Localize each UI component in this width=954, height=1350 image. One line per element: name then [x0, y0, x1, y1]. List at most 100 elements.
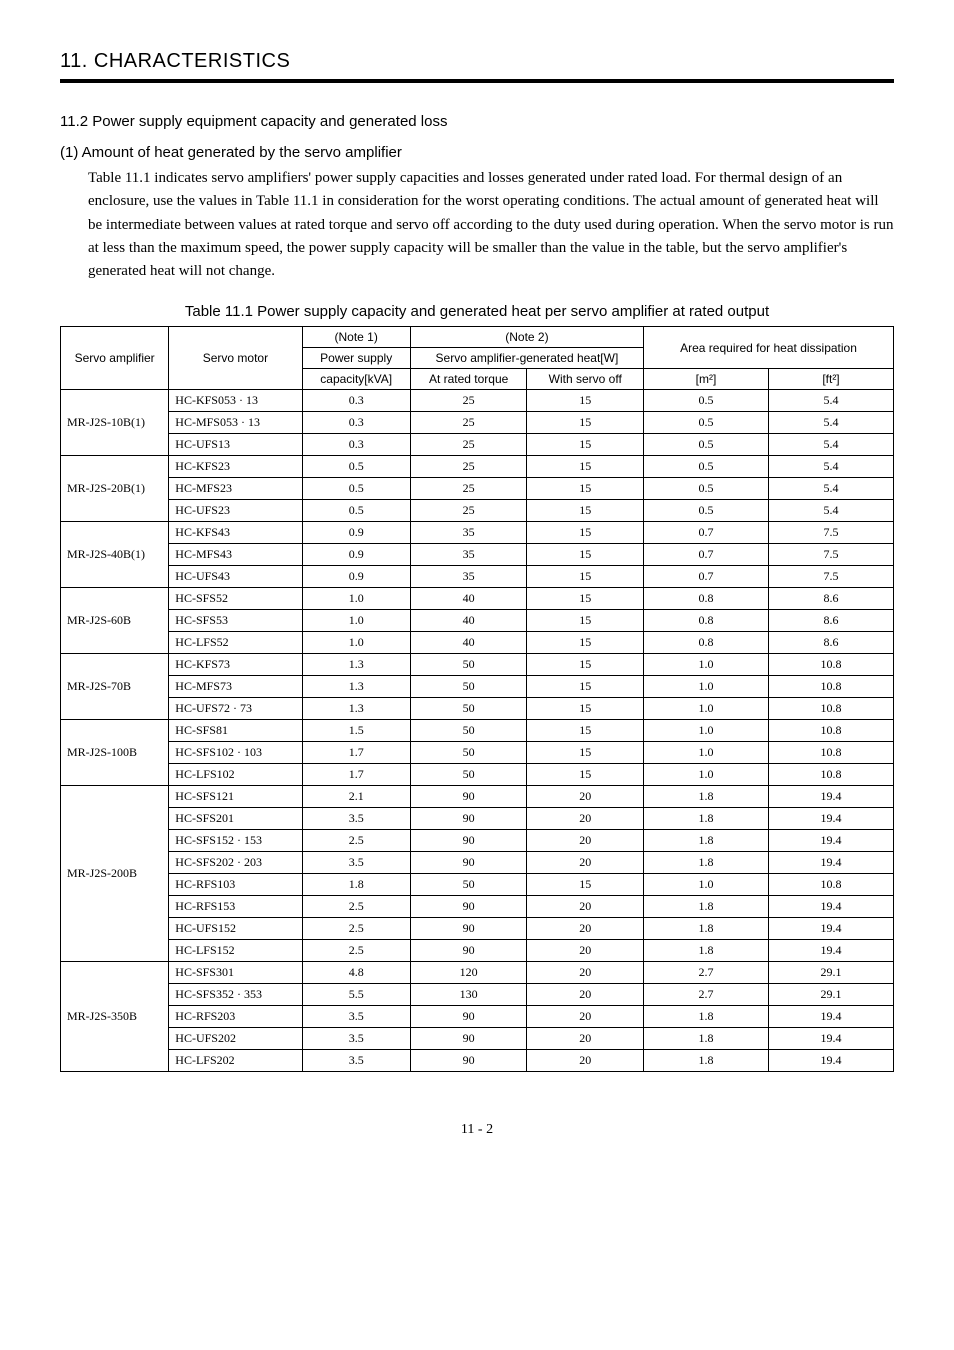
th-servo-off: With servo off — [527, 369, 644, 390]
motor-cell: HC-SFS121 — [169, 786, 302, 808]
off-cell: 15 — [527, 720, 644, 742]
motor-cell: HC-MFS43 — [169, 544, 302, 566]
rt-cell: 50 — [410, 698, 527, 720]
ft2-cell: 19.4 — [768, 1028, 893, 1050]
cap-cell: 3.5 — [302, 1028, 410, 1050]
ft2-cell: 10.8 — [768, 764, 893, 786]
off-cell: 15 — [527, 544, 644, 566]
rt-cell: 50 — [410, 720, 527, 742]
motor-cell: HC-SFS53 — [169, 610, 302, 632]
th-power-supply: Power supply — [302, 348, 410, 369]
rt-cell: 25 — [410, 434, 527, 456]
cap-cell: 0.5 — [302, 500, 410, 522]
table-row: HC-LFS2023.590201.819.4 — [61, 1050, 894, 1072]
motor-cell: HC-SFS201 — [169, 808, 302, 830]
cap-cell: 0.9 — [302, 522, 410, 544]
off-cell: 15 — [527, 676, 644, 698]
m2-cell: 0.8 — [644, 610, 769, 632]
table-row: HC-RFS2033.590201.819.4 — [61, 1006, 894, 1028]
ft2-cell: 29.1 — [768, 962, 893, 984]
motor-cell: HC-LFS52 — [169, 632, 302, 654]
ft2-cell: 5.4 — [768, 456, 893, 478]
amp-cell: MR-J2S-40B(1) — [61, 522, 169, 588]
ft2-cell: 19.4 — [768, 852, 893, 874]
off-cell: 15 — [527, 434, 644, 456]
ft2-cell: 10.8 — [768, 698, 893, 720]
cap-cell: 3.5 — [302, 808, 410, 830]
amp-cell: MR-J2S-60B — [61, 588, 169, 654]
ft2-cell: 5.4 — [768, 434, 893, 456]
cap-cell: 0.3 — [302, 434, 410, 456]
table-row: HC-UFS130.325150.55.4 — [61, 434, 894, 456]
table-row: HC-UFS1522.590201.819.4 — [61, 918, 894, 940]
off-cell: 15 — [527, 412, 644, 434]
m2-cell: 1.8 — [644, 830, 769, 852]
m2-cell: 0.5 — [644, 500, 769, 522]
table-row: HC-SFS352 · 3535.5130202.729.1 — [61, 984, 894, 1006]
m2-cell: 0.5 — [644, 456, 769, 478]
m2-cell: 0.5 — [644, 412, 769, 434]
ft2-cell: 19.4 — [768, 830, 893, 852]
table-row: HC-LFS1522.590201.819.4 — [61, 940, 894, 962]
cap-cell: 1.3 — [302, 654, 410, 676]
motor-cell: HC-SFS352 · 353 — [169, 984, 302, 1006]
cap-cell: 2.1 — [302, 786, 410, 808]
th-at-rated: At rated torque — [410, 369, 527, 390]
subsection-title: (1) Amount of heat generated by the serv… — [60, 144, 894, 161]
m2-cell: 1.8 — [644, 1028, 769, 1050]
ft2-cell: 19.4 — [768, 940, 893, 962]
ft2-cell: 19.4 — [768, 1050, 893, 1072]
ft2-cell: 5.4 — [768, 500, 893, 522]
table-row: HC-MFS053 · 130.325150.55.4 — [61, 412, 894, 434]
off-cell: 15 — [527, 654, 644, 676]
off-cell: 15 — [527, 456, 644, 478]
m2-cell: 1.0 — [644, 720, 769, 742]
m2-cell: 0.7 — [644, 566, 769, 588]
cap-cell: 0.3 — [302, 412, 410, 434]
m2-cell: 0.5 — [644, 434, 769, 456]
m2-cell: 1.0 — [644, 676, 769, 698]
motor-cell: HC-SFS152 · 153 — [169, 830, 302, 852]
m2-cell: 1.8 — [644, 786, 769, 808]
ft2-cell: 10.8 — [768, 720, 893, 742]
ft2-cell: 8.6 — [768, 588, 893, 610]
ft2-cell: 7.5 — [768, 566, 893, 588]
table-row: HC-LFS1021.750151.010.8 — [61, 764, 894, 786]
off-cell: 20 — [527, 808, 644, 830]
cap-cell: 1.7 — [302, 764, 410, 786]
ft2-cell: 19.4 — [768, 808, 893, 830]
rt-cell: 90 — [410, 1050, 527, 1072]
m2-cell: 0.5 — [644, 390, 769, 412]
rt-cell: 25 — [410, 500, 527, 522]
ft2-cell: 5.4 — [768, 412, 893, 434]
rt-cell: 90 — [410, 896, 527, 918]
table-row: HC-UFS72 · 731.350151.010.8 — [61, 698, 894, 720]
motor-cell: HC-SFS81 — [169, 720, 302, 742]
motor-cell: HC-LFS102 — [169, 764, 302, 786]
off-cell: 15 — [527, 610, 644, 632]
off-cell: 20 — [527, 918, 644, 940]
body-text: Table 11.1 indicates servo amplifiers' p… — [88, 167, 894, 283]
th-ft2: [ft²] — [768, 369, 893, 390]
m2-cell: 1.0 — [644, 698, 769, 720]
table-head: Servo amplifier Servo motor (Note 1) (No… — [61, 327, 894, 390]
amp-cell: MR-J2S-200B — [61, 786, 169, 962]
ft2-cell: 19.4 — [768, 1006, 893, 1028]
rt-cell: 50 — [410, 764, 527, 786]
page-number: 11 - 2 — [60, 1122, 894, 1138]
table-row: MR-J2S-200BHC-SFS1212.190201.819.4 — [61, 786, 894, 808]
motor-cell: HC-SFS52 — [169, 588, 302, 610]
cap-cell: 0.5 — [302, 478, 410, 500]
motor-cell: HC-KFS43 — [169, 522, 302, 544]
m2-cell: 1.8 — [644, 1050, 769, 1072]
amp-cell: MR-J2S-350B — [61, 962, 169, 1072]
table-row: HC-SFS202 · 2033.590201.819.4 — [61, 852, 894, 874]
rt-cell: 25 — [410, 478, 527, 500]
motor-cell: HC-SFS301 — [169, 962, 302, 984]
ft2-cell: 5.4 — [768, 390, 893, 412]
rt-cell: 25 — [410, 390, 527, 412]
m2-cell: 0.5 — [644, 478, 769, 500]
table-row: HC-UFS430.935150.77.5 — [61, 566, 894, 588]
cap-cell: 2.5 — [302, 830, 410, 852]
motor-cell: HC-UFS152 — [169, 918, 302, 940]
